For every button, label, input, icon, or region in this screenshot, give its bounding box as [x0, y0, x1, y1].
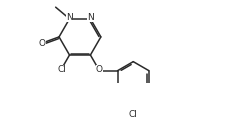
Text: Cl: Cl	[57, 65, 66, 74]
Text: N: N	[87, 14, 94, 22]
Text: O: O	[96, 65, 103, 74]
Text: N: N	[66, 14, 73, 22]
Text: Cl: Cl	[129, 110, 138, 119]
Text: O: O	[39, 39, 46, 48]
